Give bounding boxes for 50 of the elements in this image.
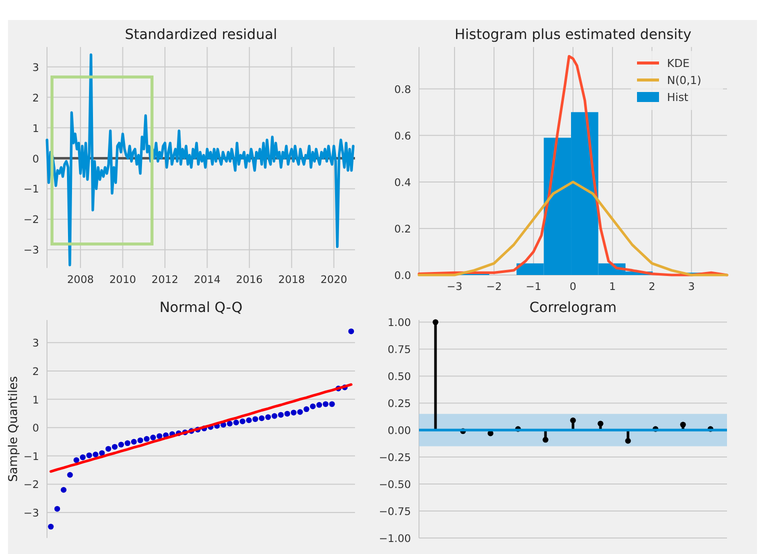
x-tick-label: 2012 (152, 274, 178, 286)
y-tick-label: −1 (24, 184, 39, 196)
y-tick-label: −0.25 (378, 452, 411, 464)
y-tick-label: 0.4 (394, 176, 412, 189)
x-tick-label: 2014 (194, 274, 221, 286)
y-tick-label: 0.0 (394, 270, 411, 282)
x-tick-label: 0 (570, 281, 576, 293)
y-tick-label: −0.50 (378, 479, 411, 492)
y-tick-label: 0.6 (394, 130, 412, 142)
y-tick-label: −1.00 (378, 533, 411, 545)
x-tick-label: 2008 (67, 274, 94, 286)
y-tick-label: 3 (32, 62, 39, 74)
y-tick-label: 1 (32, 394, 39, 406)
chart-title: Histogram plus estimated density (454, 27, 692, 43)
y-tick-label: 0 (32, 422, 39, 435)
y-tick-label: −1 (24, 450, 39, 463)
y-tick-label: 0.00 (388, 425, 411, 438)
y-tick-label: −0.75 (378, 506, 411, 518)
x-tick-label: 1 (609, 281, 616, 293)
y-axis-title: Sample Quantiles (6, 376, 20, 482)
y-tick-label: 0.2 (394, 223, 411, 236)
y-tick-label: −2 (24, 214, 39, 226)
legend-label: KDE (667, 57, 690, 70)
chart-title: Standardized residual (124, 27, 278, 43)
x-tick-label: 3 (688, 281, 695, 293)
x-tick-label: 2010 (109, 274, 136, 286)
x-tick-label: 2018 (278, 274, 306, 286)
x-tick-label: 2 (648, 281, 656, 293)
x-tick-label: −1 (526, 281, 542, 293)
y-tick-label: 2 (32, 366, 39, 378)
legend-label: N(0,1) (667, 74, 702, 87)
y-tick-label: −3 (24, 508, 39, 520)
y-tick-label: 0 (32, 153, 39, 166)
y-tick-label: 0.50 (388, 371, 411, 384)
chart-title: Correlogram (529, 300, 617, 316)
y-tick-label: 3 (32, 338, 39, 350)
chart-title: Normal Q-Q (159, 300, 243, 316)
x-tick-label: −3 (446, 281, 462, 293)
y-tick-label: −2 (24, 479, 39, 492)
y-tick-label: 0.25 (388, 398, 411, 410)
y-tick-label: 0.75 (388, 344, 411, 356)
x-tick-label: 2020 (320, 274, 348, 286)
y-tick-label: 1 (32, 122, 39, 135)
y-tick-label: −3 (24, 244, 39, 257)
y-tick-label: 1.00 (388, 317, 411, 330)
x-tick-label: −2 (486, 281, 502, 293)
y-tick-label: 2 (32, 92, 39, 104)
y-tick-label: 0.8 (394, 84, 411, 96)
x-tick-label: 2016 (236, 274, 264, 286)
legend-label: Hist (667, 91, 690, 104)
